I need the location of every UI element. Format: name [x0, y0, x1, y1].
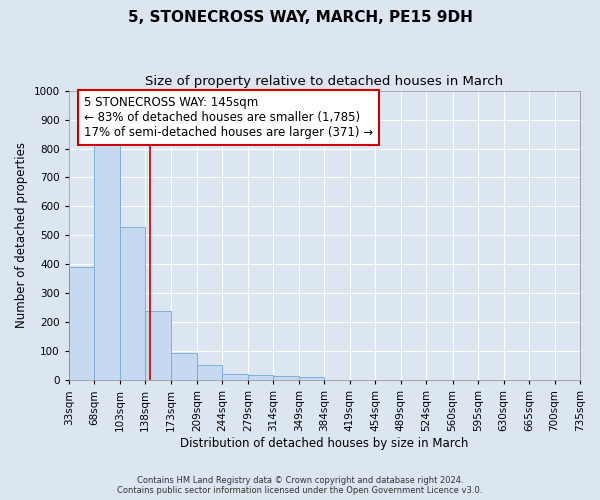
Bar — [145, 311, 170, 380]
X-axis label: Distribution of detached houses by size in March: Distribution of detached houses by size … — [180, 437, 469, 450]
Text: 5, STONECROSS WAY, MARCH, PE15 9DH: 5, STONECROSS WAY, MARCH, PE15 9DH — [128, 10, 472, 25]
Title: Size of property relative to detached houses in March: Size of property relative to detached ho… — [145, 75, 503, 88]
Bar — [119, 226, 145, 380]
Bar — [94, 142, 119, 380]
Bar — [274, 376, 299, 380]
Text: 5 STONECROSS WAY: 145sqm
← 83% of detached houses are smaller (1,785)
17% of sem: 5 STONECROSS WAY: 145sqm ← 83% of detach… — [84, 96, 373, 140]
Bar — [197, 365, 223, 380]
Bar — [69, 268, 94, 380]
Bar — [248, 375, 274, 380]
Text: Contains HM Land Registry data © Crown copyright and database right 2024.
Contai: Contains HM Land Registry data © Crown c… — [118, 476, 482, 495]
Bar — [223, 374, 248, 380]
Bar — [170, 353, 197, 380]
Bar — [299, 378, 325, 380]
Y-axis label: Number of detached properties: Number of detached properties — [15, 142, 28, 328]
